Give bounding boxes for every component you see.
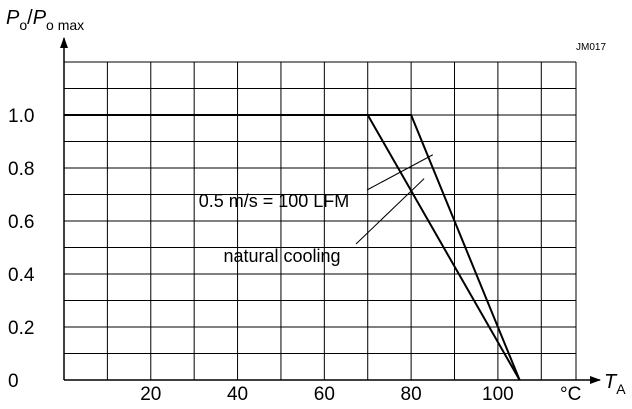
y-axis-label-slash: /	[27, 7, 33, 29]
x-unit-label: °C	[560, 384, 581, 405]
x-tick-label: 60	[314, 384, 335, 405]
x-axis-label: TA	[604, 371, 626, 397]
y-axis-label: Po/Po max	[6, 7, 84, 33]
annotation-label: 0.5 m/s = 100 LFM	[199, 191, 350, 211]
x-tick-label: 100	[482, 384, 514, 405]
annotation-label: natural cooling	[223, 246, 340, 266]
figure-id: JM017	[576, 42, 606, 53]
axes	[60, 37, 601, 384]
x-tick-label: 20	[140, 384, 161, 405]
y-tick-label: 0.4	[8, 265, 35, 286]
annotation-leader-line	[355, 178, 425, 245]
series-line-1	[64, 114, 521, 381]
y-axis-label-main-sub: o	[19, 17, 27, 33]
y-tick-label: 0.2	[8, 318, 34, 339]
x-axis-label-main: T	[604, 371, 618, 393]
series-line-2	[366, 114, 521, 381]
y-axis-label-denom-sub: o max	[46, 17, 84, 33]
y-tick-label: 0.6	[8, 212, 34, 233]
x-axis-label-sub: A	[616, 381, 626, 397]
y-axis-label-main: P	[6, 7, 20, 29]
annotation-leader-line	[366, 154, 434, 191]
series-group	[64, 114, 521, 381]
y-tick-label: 1.0	[8, 106, 34, 127]
x-axis-arrow	[590, 376, 601, 384]
y-axis-label-denom: P	[33, 7, 47, 29]
tick-labels: 0 0.2 0.4 0.6 0.8 1.0 20 40 60 80 100	[8, 106, 514, 405]
annotations-group: 0.5 m/s = 100 LFM natural cooling	[199, 154, 434, 266]
y-tick-label: 0	[8, 371, 19, 392]
y-axis-arrow	[60, 37, 68, 48]
x-tick-label: 80	[401, 384, 422, 405]
x-tick-label: 40	[227, 384, 248, 405]
y-tick-label: 0.8	[8, 159, 34, 180]
